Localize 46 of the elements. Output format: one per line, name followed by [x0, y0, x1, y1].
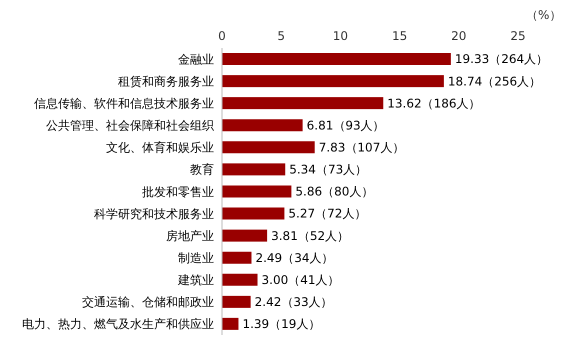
data-label: 19.33（264人） — [454, 52, 548, 66]
data-label: 2.49（34人） — [255, 250, 334, 265]
bar — [222, 119, 303, 132]
y-tick-label: 教育 — [190, 162, 214, 177]
bar — [222, 75, 444, 88]
bar — [222, 252, 252, 264]
data-label: 5.34（73人） — [289, 162, 368, 177]
x-tick-label: 15 — [392, 29, 408, 43]
x-tick-label: 10 — [332, 29, 348, 43]
x-tick-label: 5 — [277, 29, 286, 43]
data-label: 5.27（72人） — [288, 206, 366, 221]
bar — [222, 208, 284, 220]
x-axis-title: （%） — [526, 7, 562, 24]
data-label: 3.81（52人） — [271, 228, 350, 243]
data-label: 2.42（33人） — [254, 295, 333, 310]
data-label: 6.81（93人） — [306, 118, 385, 132]
y-tick-label: 文化、体育和娱乐业 — [106, 140, 214, 155]
x-tick-label: 0 — [218, 29, 226, 43]
x-tick-label: 25 — [510, 29, 526, 43]
bar — [222, 296, 251, 308]
bar — [222, 163, 286, 176]
data-label: 1.39（19人） — [242, 317, 320, 332]
y-tick-label: 公共管理、社会保障和社会组织 — [46, 118, 214, 133]
y-tick-label: 建筑业 — [177, 273, 214, 288]
y-tick-label: 交通运输、仓储和邮政业 — [82, 295, 214, 310]
y-tick-label: 批发和零售业 — [142, 184, 214, 199]
y-tick-label: 金融业 — [178, 52, 214, 66]
bar — [222, 230, 268, 242]
y-tick-label: 租赁和商务服务业 — [118, 74, 214, 88]
y-tick-label: 信息传输、软件和信息技术服务业 — [34, 96, 214, 110]
data-label: 5.86（80人） — [295, 184, 374, 199]
y-tick-label: 电力、热力、燃气及水生产和供应业 — [22, 317, 214, 332]
bar — [222, 185, 292, 198]
y-tick-label: 房地产业 — [166, 228, 214, 243]
data-label: 18.74（256人） — [448, 74, 542, 88]
bar — [222, 274, 258, 286]
data-label: 13.62（186人） — [387, 96, 481, 110]
y-tick-label: 科学研究和技术服务业 — [94, 206, 214, 221]
bar — [222, 318, 238, 330]
bar — [222, 53, 451, 65]
data-label: 3.00（41人） — [262, 272, 340, 287]
bar — [222, 141, 315, 154]
bar — [222, 97, 384, 110]
x-tick-label: 20 — [451, 29, 466, 43]
data-label: 7.83（107人） — [318, 140, 404, 155]
y-tick-label: 制造业 — [178, 250, 214, 265]
